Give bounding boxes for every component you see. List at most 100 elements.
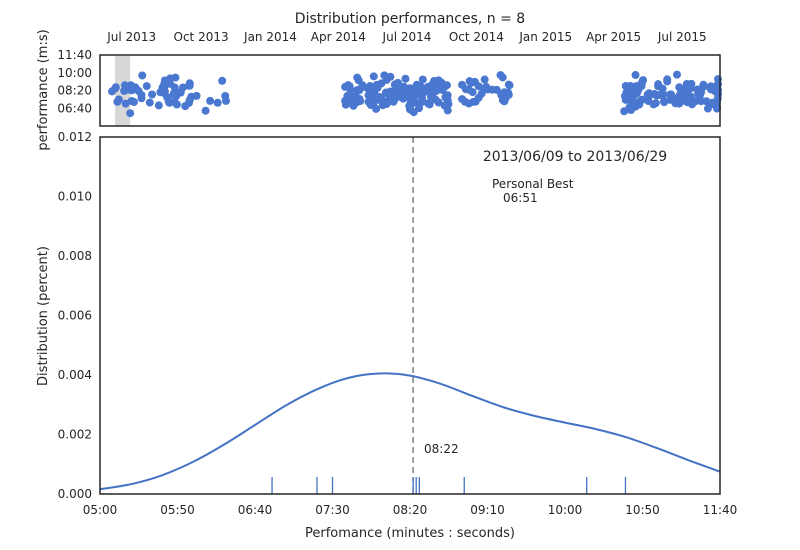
distribution-y-tick-label: 0.006 — [58, 309, 92, 323]
distribution-x-tick-label: 09:10 — [470, 503, 505, 517]
performance-point — [121, 99, 130, 108]
timeline-panel: Jul 2013 Oct 2013 Jan 2014 Apr 2014 Jul 2014… — [57, 30, 722, 127]
median-label: 08:22 — [424, 442, 459, 456]
timeline-y-tick-label: 08:20 — [57, 84, 92, 98]
distribution-y-tick-label: 0.004 — [58, 368, 92, 382]
performance-point — [458, 95, 467, 104]
performance-point — [418, 75, 427, 84]
distribution-x-tick-label: 08:20 — [393, 503, 428, 517]
performance-point — [114, 95, 123, 104]
performance-point — [389, 97, 398, 106]
performance-point — [688, 100, 697, 109]
performance-point — [406, 105, 414, 114]
distribution-x-tick-label: 10:00 — [548, 503, 583, 517]
timeline-x-tick-label: Jul 2014 — [382, 30, 432, 44]
performance-point — [166, 79, 175, 88]
performance-point — [137, 90, 146, 99]
distribution-x-label: Perfomance (minutes : seconds) — [305, 526, 515, 541]
distribution-x-tick-label: 07:30 — [315, 503, 350, 517]
performance-point — [213, 98, 222, 107]
performance-point — [355, 94, 364, 103]
timeline-x-tick-label: Jul 2015 — [657, 30, 707, 44]
distribution-y-tick-label: 0.012 — [58, 130, 92, 144]
performance-point — [694, 89, 703, 98]
distribution-y-tick-label: 0.002 — [58, 428, 92, 442]
performance-point — [471, 97, 480, 106]
performance-point — [492, 85, 501, 94]
performance-point — [369, 72, 378, 81]
distribution-plot-area — [100, 137, 720, 494]
performance-point — [464, 85, 473, 94]
performance-point — [654, 82, 663, 91]
distribution-x-tick-label: 05:00 — [83, 503, 118, 517]
performance-point — [120, 86, 129, 95]
timeline-y-tick-label: 11:40 — [57, 48, 92, 62]
performance-point — [482, 82, 491, 91]
performance-point — [206, 96, 215, 105]
performance-point — [343, 91, 352, 100]
distribution-y-label: Distribution (percent) — [36, 246, 51, 386]
timeline-frame — [99, 54, 721, 127]
performance-point — [644, 96, 653, 105]
performance-point — [686, 81, 695, 90]
performance-point — [142, 82, 151, 91]
performance-point — [364, 97, 373, 106]
performance-point — [680, 90, 689, 99]
personal-best-label: Personal Best — [492, 177, 574, 191]
timeline-x-tick-label: Jan 2015 — [518, 30, 572, 44]
performance-point — [355, 86, 364, 95]
performance-point — [369, 87, 378, 96]
performance-point — [633, 87, 642, 96]
timeline-x-tick-label: Apr 2015 — [586, 30, 641, 44]
performance-point — [201, 106, 210, 115]
timeline-x-tick-label: Jan 2014 — [243, 30, 297, 44]
distribution-x-ticks: 05:00 05:50 06:40 07:30 08:20 09:10 10:00 10:50… — [83, 503, 738, 517]
performance-points — [108, 70, 722, 118]
performance-point — [171, 73, 180, 82]
performance-point — [160, 87, 169, 96]
performance-point — [655, 91, 664, 100]
performance-point — [660, 98, 669, 107]
distribution-panel: 05:00 05:50 06:40 07:30 08:20 09:10 10:00 10:50… — [58, 130, 738, 517]
performance-point — [433, 80, 442, 89]
performance-point — [185, 81, 194, 90]
performance-point — [401, 74, 410, 83]
performance-point — [192, 91, 201, 100]
performance-point — [176, 87, 185, 96]
personal-best-value: 06:51 — [503, 191, 538, 205]
performance-point — [663, 77, 672, 86]
performance-point — [697, 97, 706, 106]
timeline-x-tick-label: Jul 2013 — [106, 30, 156, 44]
performance-point — [148, 90, 157, 99]
performance-point — [443, 106, 452, 115]
performance-point — [700, 82, 709, 91]
performance-point — [633, 98, 642, 107]
performance-point — [341, 100, 350, 109]
performance-point — [464, 99, 473, 108]
performance-point — [671, 99, 680, 108]
distribution-y-tick-label: 0.008 — [58, 249, 92, 263]
performance-point — [164, 93, 173, 102]
timeline-y-ticks: 11:40 10:00 08:20 06:40 — [57, 48, 92, 115]
timeline-x-tick-label: Apr 2014 — [311, 30, 366, 44]
performance-point — [496, 71, 505, 80]
performance-point — [353, 73, 362, 82]
performance-point — [712, 104, 721, 113]
performance-point — [170, 98, 179, 107]
performance-point — [126, 109, 135, 118]
performance-point — [181, 102, 190, 111]
performance-point — [470, 77, 479, 86]
timeline-y-tick-label: 10:00 — [57, 66, 92, 80]
density-curve — [99, 372, 721, 491]
performance-point — [637, 79, 646, 88]
performance-point — [394, 82, 403, 91]
timeline-x-ticks: Jul 2013 Oct 2013 Jan 2014 Apr 2014 Jul 2014… — [106, 30, 706, 44]
date-range-label: 2013/06/09 to 2013/06/29 — [483, 149, 667, 165]
performance-point — [409, 85, 418, 94]
performance-point — [218, 76, 227, 85]
timeline-x-tick-label: Oct 2013 — [174, 30, 229, 44]
performance-point — [621, 82, 630, 91]
performance-point — [711, 86, 720, 95]
performance-point — [221, 96, 230, 105]
